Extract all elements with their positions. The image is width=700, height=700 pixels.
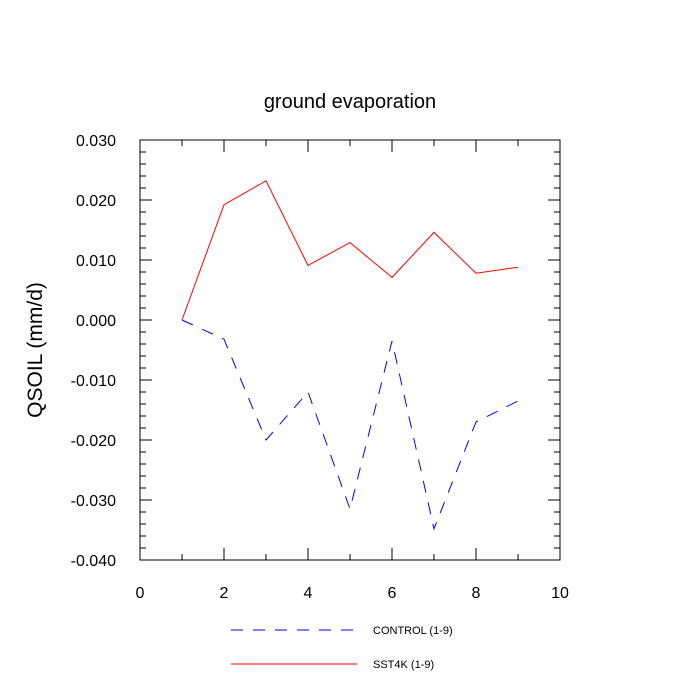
minor-ticks: [140, 140, 560, 560]
x-tick-label: 6: [388, 585, 397, 602]
series-lines: [181, 180, 519, 531]
y-tick-label: 0.030: [76, 133, 116, 150]
legend-label: CONTROL (1-9): [373, 625, 453, 637]
y-axis-label: QSOIL (mm/d): [24, 282, 47, 418]
x-tick-label: 8: [472, 585, 481, 602]
y-tick-label: 0.020: [76, 193, 116, 210]
x-tick-label: 2: [220, 585, 229, 602]
y-tick-label: -0.040: [71, 553, 116, 570]
y-tick-label: -0.030: [71, 493, 116, 510]
plot-border: [139, 139, 561, 561]
y-tick-label: 0.010: [76, 253, 116, 270]
y-tick-label: 0.000: [76, 313, 116, 330]
x-tick-label: 10: [551, 585, 569, 602]
x-axis-ticks: 0 2 4 6 8 10: [136, 140, 569, 602]
y-tick-label: -0.020: [71, 433, 116, 450]
chart-title: ground evaporation: [264, 91, 436, 113]
x-tick-label: 4: [304, 585, 313, 602]
y-tick-label: -0.010: [71, 373, 116, 390]
series-line-control: [181, 319, 519, 531]
plot-frame: [139, 139, 561, 561]
legend: CONTROL (1-9) SST4K (1-9): [231, 625, 453, 671]
series-line-sst4k: [181, 180, 519, 321]
x-tick-label: 0: [136, 585, 145, 602]
y-axis-ticks: 0.030 0.020 0.010 0.000 -0.010 -0.020 -0.030 -0…: [71, 133, 560, 570]
legend-label: SST4K (1-9): [373, 659, 434, 671]
